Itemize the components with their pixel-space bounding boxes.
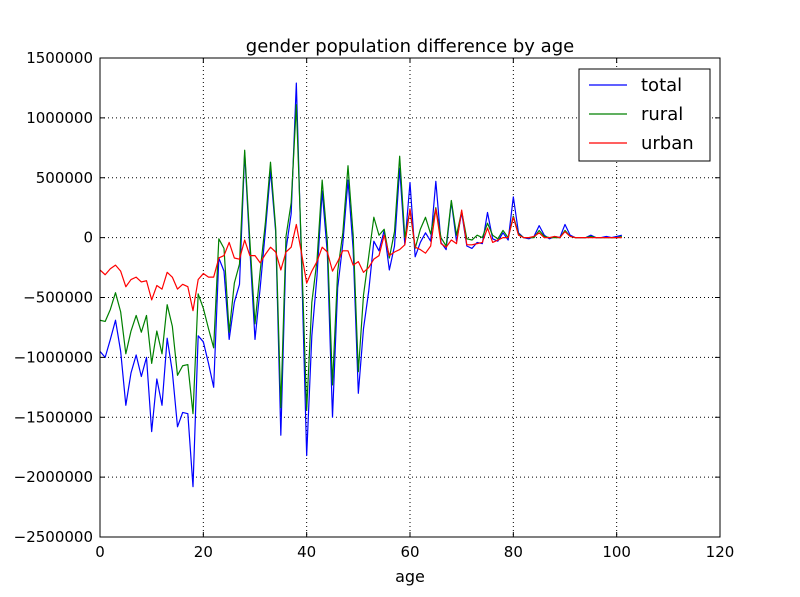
axis-ticks: 0 20 40 60 80 100 120 −2500000 −2000000 −1500000 −…: [14, 49, 735, 561]
series-line-total: [99, 82, 622, 488]
y-tick-label: −1000000: [14, 348, 93, 366]
legend: total rural urban: [578, 68, 711, 162]
legend-label-rural: rural: [641, 104, 683, 125]
x-tick-label: 100: [602, 543, 631, 561]
legend-label-total: total: [641, 75, 682, 96]
y-tick-label: −2500000: [14, 528, 93, 546]
x-tick-label: 0: [95, 543, 105, 561]
x-tick-label: 40: [297, 543, 316, 561]
y-tick-label: 1500000: [26, 49, 93, 67]
x-tick-label: 120: [706, 543, 735, 561]
chart-title: gender population difference by age: [246, 36, 574, 57]
series-lines: [99, 82, 622, 488]
y-tick-label: 1000000: [26, 109, 93, 127]
y-tick-label: −2000000: [14, 468, 93, 486]
y-tick-label: −500000: [23, 289, 93, 307]
x-tick-label: 20: [194, 543, 213, 561]
series-line-urban: [99, 208, 622, 312]
y-tick-label: −1500000: [14, 408, 93, 426]
x-tick-label: 60: [400, 543, 419, 561]
x-axis-title: age: [395, 567, 425, 586]
legend-box: [578, 68, 711, 162]
y-tick-label: 0: [83, 229, 93, 247]
legend-label-urban: urban: [641, 133, 694, 154]
x-tick-label: 80: [504, 543, 523, 561]
y-tick-label: 500000: [36, 169, 93, 187]
